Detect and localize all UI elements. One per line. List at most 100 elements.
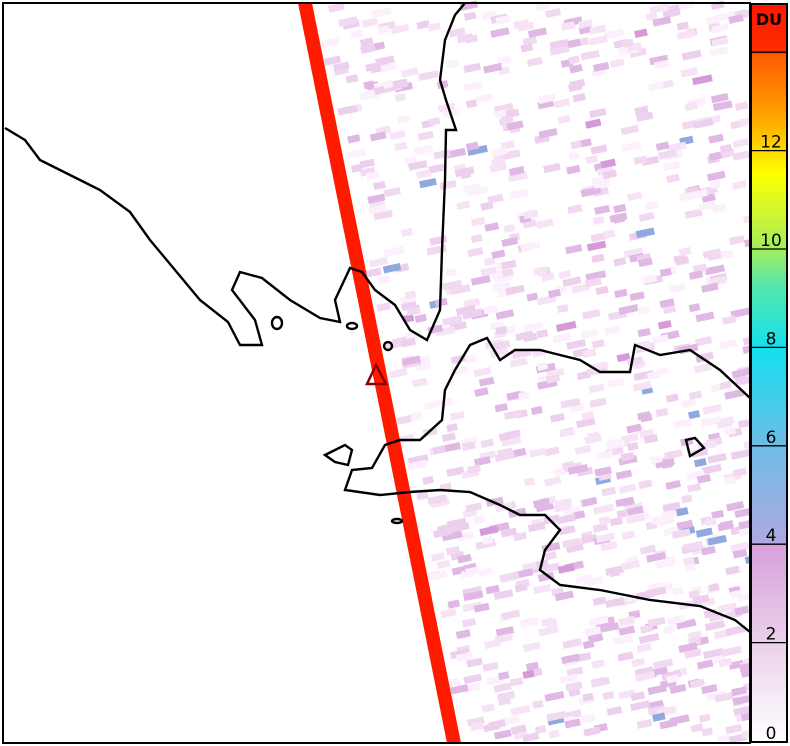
so2-pixel: [570, 140, 582, 150]
so2-pixel: [691, 74, 713, 86]
so2-pixel: [684, 208, 703, 219]
so2-pixel: [732, 150, 750, 161]
so2-pixel: [526, 56, 543, 67]
so2-pixel: [609, 516, 623, 527]
so2-pixel: [719, 143, 733, 154]
so2-pixel: [445, 267, 458, 277]
so2-pixel: [566, 164, 581, 175]
so2-pixel: [711, 23, 729, 34]
so2-pixel: [665, 479, 681, 490]
so2-pixel: [473, 602, 490, 613]
so2-pixel: [580, 713, 596, 724]
so2-pixel: [414, 313, 427, 323]
so2-pixel: [629, 291, 645, 302]
so2-pixel: [578, 138, 592, 148]
so2-pixel: [457, 553, 472, 564]
so2-pixel: [567, 38, 581, 48]
so2-pixel: [738, 662, 752, 673]
so2-pixel: [662, 509, 678, 520]
so2-pixel: [510, 704, 531, 716]
so2-pixel: [678, 191, 693, 202]
so2-pixel: [682, 556, 695, 566]
so2-pixel: [501, 435, 522, 447]
so2-pixel: [676, 21, 690, 31]
so2-pixel: [652, 16, 672, 27]
so2-pixel: [532, 497, 551, 509]
so2-pixel: [700, 545, 716, 556]
so2-pixel: [383, 186, 401, 198]
so2-pixel: [522, 641, 541, 653]
so2-pixel: [523, 477, 536, 487]
so2-pixel: [523, 209, 539, 220]
so2-pixel: [562, 537, 582, 549]
colorbar-tick-label: 2: [766, 625, 777, 645]
so2-pixel: [663, 555, 676, 566]
so2-pixel: [730, 541, 750, 553]
so2-pixel: [599, 622, 619, 633]
so2-pixel: [338, 16, 358, 27]
so2-pixel: [483, 722, 500, 733]
so2-pixel: [666, 3, 681, 14]
so2-pixel: [581, 410, 595, 421]
so2-pixel: [618, 615, 636, 627]
so2-pixel: [493, 340, 511, 351]
so2-pixel: [606, 706, 623, 716]
so2-pixel: [481, 535, 494, 545]
so2-pixel: [593, 178, 611, 189]
so2-pixel: [455, 651, 474, 663]
so2-pixel: [435, 326, 456, 337]
so2-pixel: [446, 466, 465, 477]
so2-pixel: [400, 227, 414, 238]
so2-pixel: [404, 290, 417, 300]
so2-pixel: [463, 183, 481, 194]
colorbar-tick-label: 4: [766, 526, 777, 546]
so2-pixel: [374, 55, 395, 67]
so2-pixel: [593, 503, 615, 515]
so2-pixel: [583, 726, 601, 737]
so2-pixel: [625, 513, 646, 524]
so2-pixel: [682, 540, 704, 552]
so2-pixel: [555, 320, 577, 332]
so2-pixel: [603, 325, 621, 336]
so2-pixel: [543, 162, 561, 174]
so2-pixel: [493, 589, 514, 600]
so2-pixel: [632, 380, 653, 392]
so2-pixel: [496, 690, 516, 702]
so2-pixel: [636, 642, 652, 653]
so2-pixel: [675, 256, 690, 266]
so2-pixel: [734, 605, 749, 616]
colorbar-unit-label: DU: [756, 10, 782, 29]
so2-pixel: [548, 729, 561, 739]
so2-pixel: [536, 361, 549, 371]
so2-pixel: [709, 180, 721, 190]
so2-pixel: [465, 99, 478, 109]
so2-pixel: [496, 447, 514, 458]
so2-pixel: [402, 313, 415, 323]
so2-pixel: [442, 107, 461, 119]
so2-pixel: [495, 325, 508, 335]
so2-pixel: [442, 315, 463, 326]
so2-pixel: [514, 583, 528, 593]
so2-pixel: [638, 633, 660, 645]
so2-pixel: [704, 620, 726, 632]
so2-pixel: [406, 306, 421, 317]
so2-pixel: [441, 530, 463, 542]
so2-pixel: [666, 173, 680, 184]
so2-pixel: [367, 193, 386, 204]
so2-pixel: [553, 98, 571, 109]
so2-pixel: [480, 266, 498, 277]
so2-pixel: [483, 304, 499, 315]
so2-pixel: [432, 527, 452, 538]
so2-pixel: [419, 177, 437, 189]
so2-pixel: [463, 11, 477, 21]
so2-pixel: [567, 463, 589, 475]
so2-pixel: [517, 391, 531, 401]
so2-pixel: [475, 93, 494, 104]
so2-pixel: [582, 692, 594, 702]
so2-pixel: [564, 718, 581, 729]
so2-pixel: [565, 681, 583, 692]
so2-pixel: [561, 653, 581, 665]
so2-pixel: [719, 339, 738, 350]
so2-pixel: [580, 533, 598, 544]
